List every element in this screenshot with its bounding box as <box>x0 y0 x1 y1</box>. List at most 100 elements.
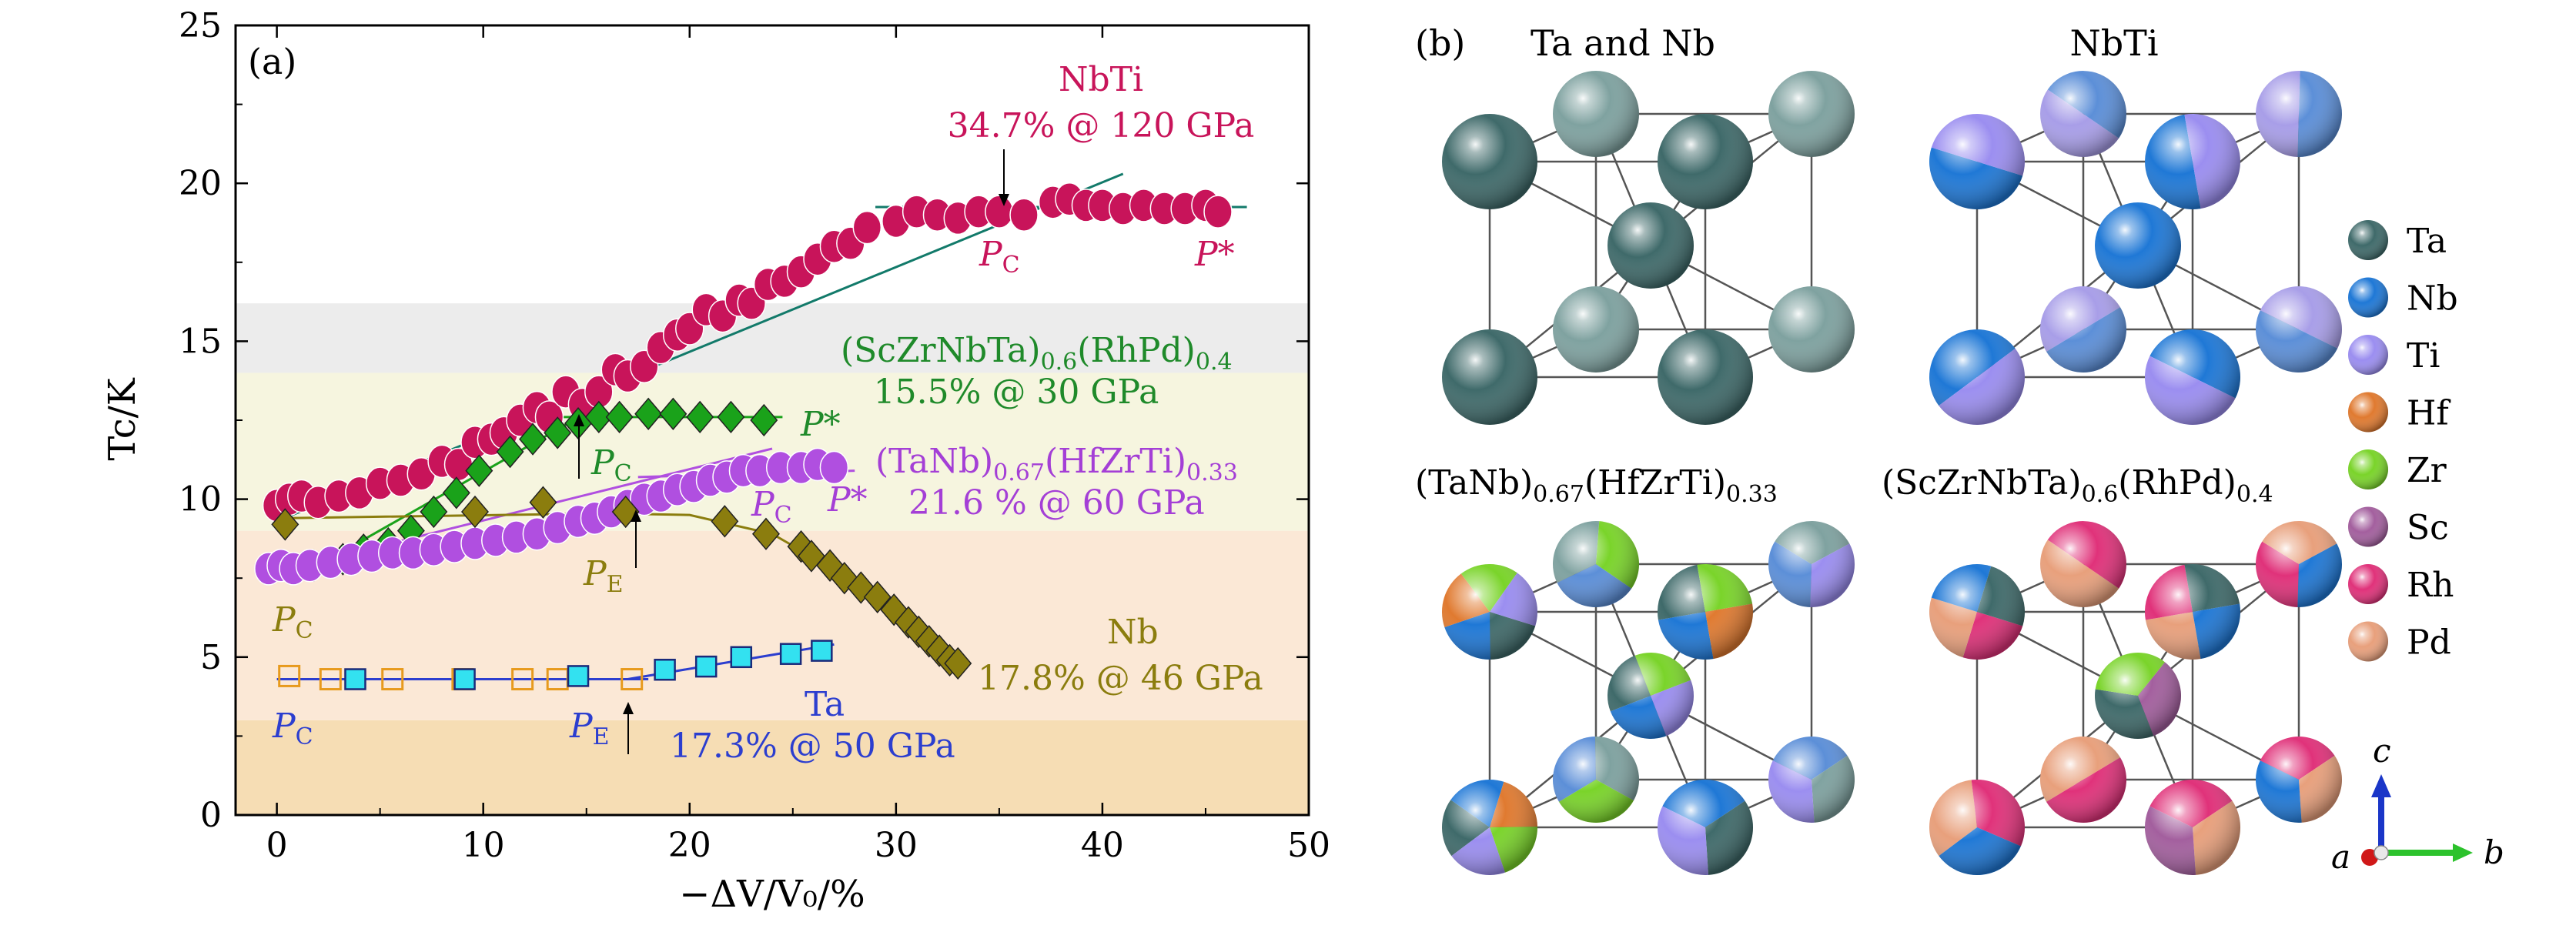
nb-annotation: Nb 17.8% @ 46 GPa PC PE <box>272 509 1263 698</box>
atom-shine <box>1442 780 1537 875</box>
sczr-label: (ScZrNbTa)0.6(RhPd)0.4 <box>841 331 1233 376</box>
data-point <box>694 655 718 678</box>
data-point <box>730 646 753 669</box>
ta-pe-marker: PE <box>569 707 610 750</box>
nbti-arrow-head <box>999 194 1009 206</box>
ta-annotation: Ta 17.3% @ 50 GPa PC PE <box>272 685 955 766</box>
y-axis-label: Tc/K <box>101 377 144 460</box>
data-point <box>529 486 557 519</box>
legend-label: Nb <box>2407 279 2458 319</box>
data-point <box>621 668 644 691</box>
atom-shine <box>1929 114 2025 209</box>
data-point <box>634 397 663 430</box>
tanb-pressure-label: 21.6 % @ 60 GPa <box>908 483 1205 523</box>
nbti-label: NbTi <box>1059 60 1143 99</box>
axes-indicator: c a b <box>2331 732 2504 876</box>
atom-shine <box>2040 286 2126 372</box>
data-point <box>944 646 972 680</box>
panel-b-diagram: (b) Ta and Nb NbTi (TaNb)0.67(HfZrTi)0.3… <box>1415 22 2504 876</box>
sczr-annotation: (ScZrNbTa)0.6(RhPd)0.4 15.5% @ 30 GPa P*… <box>574 331 1233 487</box>
c-axis-arrow-head <box>2371 774 2391 797</box>
atom-shine <box>1553 71 1639 157</box>
legend-label: Pd <box>2407 623 2451 663</box>
atom-shine <box>1768 521 1855 607</box>
atom-shine <box>1607 202 1694 289</box>
atom-shine <box>1553 286 1639 372</box>
data-point <box>985 195 1014 229</box>
nb-arrow-head <box>631 509 641 522</box>
data-point <box>915 625 943 658</box>
legend-swatch-shine <box>2348 392 2388 433</box>
title-sczr-hea: (ScZrNbTa)0.6(RhPd)0.4 <box>1882 463 2273 508</box>
tanb-label: (TaNb)0.67(HfZrTi)0.33 <box>875 442 1238 486</box>
atom-shine <box>2145 114 2240 209</box>
atom-shine <box>2095 653 2181 739</box>
data-point <box>711 505 739 538</box>
atom-shine <box>1553 737 1639 823</box>
data-point <box>811 640 833 662</box>
sczr-arrow-head <box>574 414 584 426</box>
data-point <box>605 400 634 434</box>
data-point <box>1009 198 1039 232</box>
legend-swatch-shine <box>2348 621 2388 662</box>
atom-shine <box>1442 329 1537 425</box>
atom-shine <box>1658 114 1753 209</box>
tanb-pstar-marker: P* <box>827 480 868 519</box>
nb-label: Nb <box>1107 613 1159 652</box>
y-tick-label: 15 <box>179 322 222 361</box>
y-tick-label: 0 <box>200 796 222 835</box>
y-tick-label: 20 <box>179 164 222 203</box>
crystal-cell <box>1442 71 1855 425</box>
atom-shine <box>1442 114 1537 209</box>
atom-shine <box>2095 202 2181 289</box>
data-point <box>278 664 301 687</box>
title-nbti: NbTi <box>2069 22 2158 64</box>
data-point <box>567 665 590 687</box>
data-point <box>453 668 476 690</box>
ta-arrow-head <box>623 702 634 714</box>
y-tick-label: 25 <box>179 6 222 45</box>
panel-a-label: (a) <box>248 41 296 82</box>
data-point <box>544 416 572 449</box>
legend-label: Ti <box>2407 336 2440 376</box>
atom-shine <box>2256 737 2342 823</box>
atom-shine <box>1607 653 1694 739</box>
data-point <box>654 658 676 681</box>
nbti-pressure-label: 34.7% @ 120 GPa <box>948 106 1255 145</box>
data-point <box>442 476 470 509</box>
y-tick-label: 10 <box>179 480 222 519</box>
sczr-pc-marker: PC <box>590 443 632 487</box>
x-tick-label: 10 <box>462 826 505 865</box>
data-point <box>496 435 524 469</box>
x-tick-label: 20 <box>668 826 711 865</box>
atom-shine <box>2256 521 2342 607</box>
data-point <box>511 668 534 691</box>
data-point <box>420 495 448 529</box>
nb-pressure-label: 17.8% @ 46 GPa <box>978 659 1263 698</box>
data-point <box>852 210 882 245</box>
data-point <box>779 643 802 665</box>
title-tanb-hea: (TaNb)0.67(HfZrTi)0.33 <box>1415 463 1778 508</box>
atom-shine <box>1929 780 2025 875</box>
panel-b-label: (b) <box>1415 22 1465 64</box>
atom-shine <box>1768 71 1855 157</box>
origin-dot <box>2374 845 2389 860</box>
data-point <box>465 454 493 487</box>
crystal-cell <box>1929 521 2342 876</box>
data-point <box>460 495 489 529</box>
title-ta-nb: Ta and Nb <box>1531 22 1715 64</box>
data-point <box>344 668 366 690</box>
legend-swatch-shine <box>2348 277 2388 318</box>
atom-shine <box>2145 780 2240 875</box>
legend-label: Sc <box>2407 509 2449 548</box>
tanb-pc-marker: PC <box>751 485 792 529</box>
sczr-pstar-marker: P* <box>800 405 841 444</box>
atom-shine <box>1658 564 1753 660</box>
data-point <box>880 593 908 626</box>
data-point <box>584 400 613 434</box>
crystal-structures <box>1441 70 2342 876</box>
atom-shine <box>2040 71 2126 157</box>
x-tick-label: 30 <box>875 826 918 865</box>
